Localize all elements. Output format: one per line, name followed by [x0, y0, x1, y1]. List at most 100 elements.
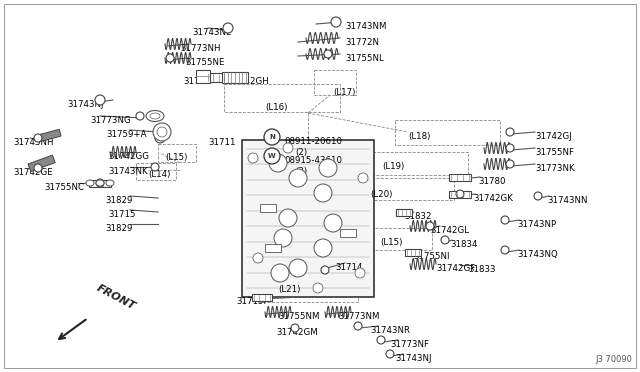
Circle shape: [314, 239, 332, 257]
Circle shape: [319, 159, 337, 177]
FancyBboxPatch shape: [242, 140, 374, 297]
Text: 31742GK: 31742GK: [473, 194, 513, 203]
Text: 08911-20610: 08911-20610: [284, 137, 342, 146]
Circle shape: [223, 23, 233, 33]
Bar: [260, 204, 276, 212]
Circle shape: [501, 246, 509, 254]
Text: 31742GF: 31742GF: [436, 264, 476, 273]
Text: 31773NG: 31773NG: [90, 116, 131, 125]
Text: 31743NN: 31743NN: [547, 196, 588, 205]
Text: 31743NJ: 31743NJ: [395, 354, 431, 363]
Bar: [340, 229, 356, 237]
Bar: [206, 73, 226, 81]
Text: 31742GG: 31742GG: [108, 152, 149, 161]
Circle shape: [426, 222, 434, 230]
Text: (L20): (L20): [370, 190, 392, 199]
Text: 31829: 31829: [105, 224, 132, 233]
Circle shape: [283, 143, 293, 153]
Text: 31829: 31829: [105, 196, 132, 205]
Bar: [222, 72, 248, 83]
Text: (2): (2): [295, 148, 307, 157]
Circle shape: [506, 144, 514, 152]
Text: (L17): (L17): [333, 88, 355, 97]
Circle shape: [34, 164, 42, 172]
Circle shape: [441, 236, 449, 244]
Circle shape: [271, 264, 289, 282]
Bar: [196, 70, 210, 83]
Text: 31755NF: 31755NF: [535, 148, 574, 157]
Bar: [38, 129, 61, 142]
Text: 31773NM: 31773NM: [338, 312, 380, 321]
Circle shape: [355, 268, 365, 278]
Circle shape: [506, 160, 514, 168]
Text: 31743NQ: 31743NQ: [517, 250, 557, 259]
Bar: [89, 180, 111, 186]
Text: 31755NE: 31755NE: [185, 58, 225, 67]
Bar: [405, 248, 421, 256]
Text: (L15): (L15): [165, 153, 188, 162]
Text: 31759+A: 31759+A: [106, 130, 147, 139]
Text: N: N: [269, 134, 275, 140]
Circle shape: [358, 173, 368, 183]
Bar: [158, 144, 196, 162]
Bar: [354, 178, 454, 200]
Text: 31772N: 31772N: [345, 38, 379, 47]
Text: 31755NM: 31755NM: [278, 312, 319, 321]
Text: (L19): (L19): [382, 162, 404, 171]
Text: 31742GE: 31742GE: [13, 168, 52, 177]
Circle shape: [264, 148, 280, 164]
Text: 31726: 31726: [183, 77, 211, 86]
Circle shape: [331, 17, 341, 27]
Circle shape: [324, 214, 342, 232]
Text: 31773NH: 31773NH: [180, 44, 221, 53]
Text: 31743NK: 31743NK: [108, 167, 148, 176]
Circle shape: [136, 112, 144, 120]
Circle shape: [151, 163, 159, 171]
Bar: [395, 120, 500, 145]
Text: 31834: 31834: [450, 240, 477, 249]
Circle shape: [354, 322, 362, 330]
Text: 31715: 31715: [108, 210, 136, 219]
Circle shape: [313, 283, 323, 293]
Bar: [252, 294, 272, 301]
Text: 31743NM: 31743NM: [345, 22, 387, 31]
Text: 31780: 31780: [478, 177, 506, 186]
Bar: [362, 228, 432, 250]
Circle shape: [157, 127, 167, 137]
Bar: [258, 278, 358, 302]
Ellipse shape: [146, 110, 164, 122]
Text: 31743NJ: 31743NJ: [67, 100, 104, 109]
Text: 31833: 31833: [468, 265, 495, 274]
Text: (2): (2): [295, 167, 307, 176]
Text: 31743NH: 31743NH: [13, 138, 54, 147]
Text: FRONT: FRONT: [95, 283, 138, 312]
Text: 31832: 31832: [404, 212, 431, 221]
Text: (L14): (L14): [148, 170, 170, 179]
Circle shape: [166, 54, 174, 62]
Text: 31715P: 31715P: [236, 297, 269, 306]
Bar: [449, 173, 471, 180]
Circle shape: [95, 95, 105, 105]
Text: (L18): (L18): [408, 132, 430, 141]
Circle shape: [274, 229, 292, 247]
Text: W: W: [268, 153, 276, 159]
Circle shape: [324, 50, 332, 58]
Circle shape: [456, 190, 464, 198]
Circle shape: [534, 192, 542, 200]
Circle shape: [264, 129, 280, 145]
Bar: [136, 163, 176, 180]
Circle shape: [96, 179, 104, 187]
Circle shape: [506, 128, 514, 136]
Text: J3 70090: J3 70090: [595, 355, 632, 364]
Text: 31773NF: 31773NF: [390, 340, 429, 349]
Ellipse shape: [86, 180, 94, 186]
Circle shape: [153, 123, 171, 141]
Bar: [28, 155, 55, 171]
Bar: [314, 70, 356, 95]
Ellipse shape: [150, 113, 160, 119]
Text: 08915-43610: 08915-43610: [284, 156, 342, 165]
Text: 31742GJ: 31742GJ: [535, 132, 572, 141]
Text: (L15): (L15): [380, 238, 403, 247]
Circle shape: [501, 216, 509, 224]
Circle shape: [248, 153, 258, 163]
